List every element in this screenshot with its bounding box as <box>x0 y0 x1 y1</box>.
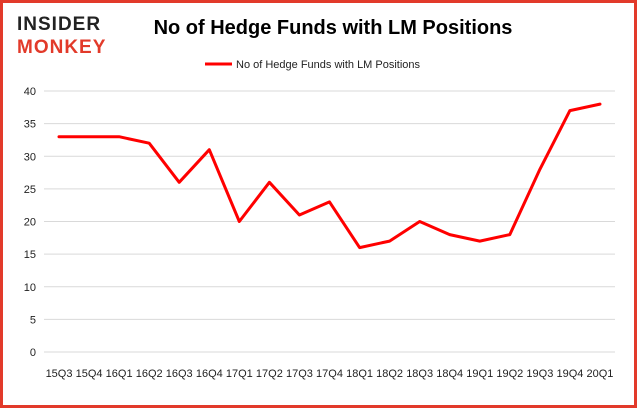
x-tick-label: 18Q1 <box>346 368 373 380</box>
y-tick-label: 25 <box>24 184 36 196</box>
x-tick-label: 18Q2 <box>376 368 403 380</box>
y-tick-label: 0 <box>30 347 36 359</box>
x-tick-label: 16Q1 <box>106 368 133 380</box>
x-tick-label: 19Q1 <box>466 368 493 380</box>
y-tick-label: 20 <box>24 217 36 229</box>
y-tick-label: 30 <box>24 151 36 163</box>
y-tick-label: 35 <box>24 119 36 131</box>
y-tick-label: 10 <box>24 282 36 294</box>
y-tick-label: 5 <box>30 314 36 326</box>
x-tick-label: 17Q3 <box>286 368 313 380</box>
x-tick-label: 15Q4 <box>76 368 103 380</box>
x-tick-label: 16Q2 <box>136 368 163 380</box>
x-tick-label: 17Q4 <box>316 368 343 380</box>
x-tick-label: 15Q3 <box>46 368 73 380</box>
insider-monkey-logo: INSIDER MONKEY <box>17 14 106 57</box>
series-line <box>57 102 602 250</box>
chart-title: No of Hedge Funds with LM Positions <box>153 17 513 39</box>
x-tick-label: 17Q1 <box>226 368 253 380</box>
logo-line2: MONKEY <box>17 37 106 57</box>
x-tick-label: 16Q4 <box>196 368 223 380</box>
x-tick-label: 18Q4 <box>436 368 463 380</box>
logo-line1: INSIDER <box>17 14 101 35</box>
legend-label: No of Hedge Funds with LM Positions <box>236 59 421 71</box>
y-tick-label: 15 <box>24 249 36 261</box>
x-tick-label: 17Q2 <box>256 368 283 380</box>
x-tick-label: 19Q2 <box>496 368 523 380</box>
x-tick-label: 20Q1 <box>587 368 614 380</box>
y-tick-label: 40 <box>24 86 36 98</box>
x-tick-label: 19Q4 <box>556 368 583 380</box>
x-tick-label: 19Q3 <box>526 368 553 380</box>
x-tick-label: 16Q3 <box>166 368 193 380</box>
x-tick-label: 18Q3 <box>406 368 433 380</box>
